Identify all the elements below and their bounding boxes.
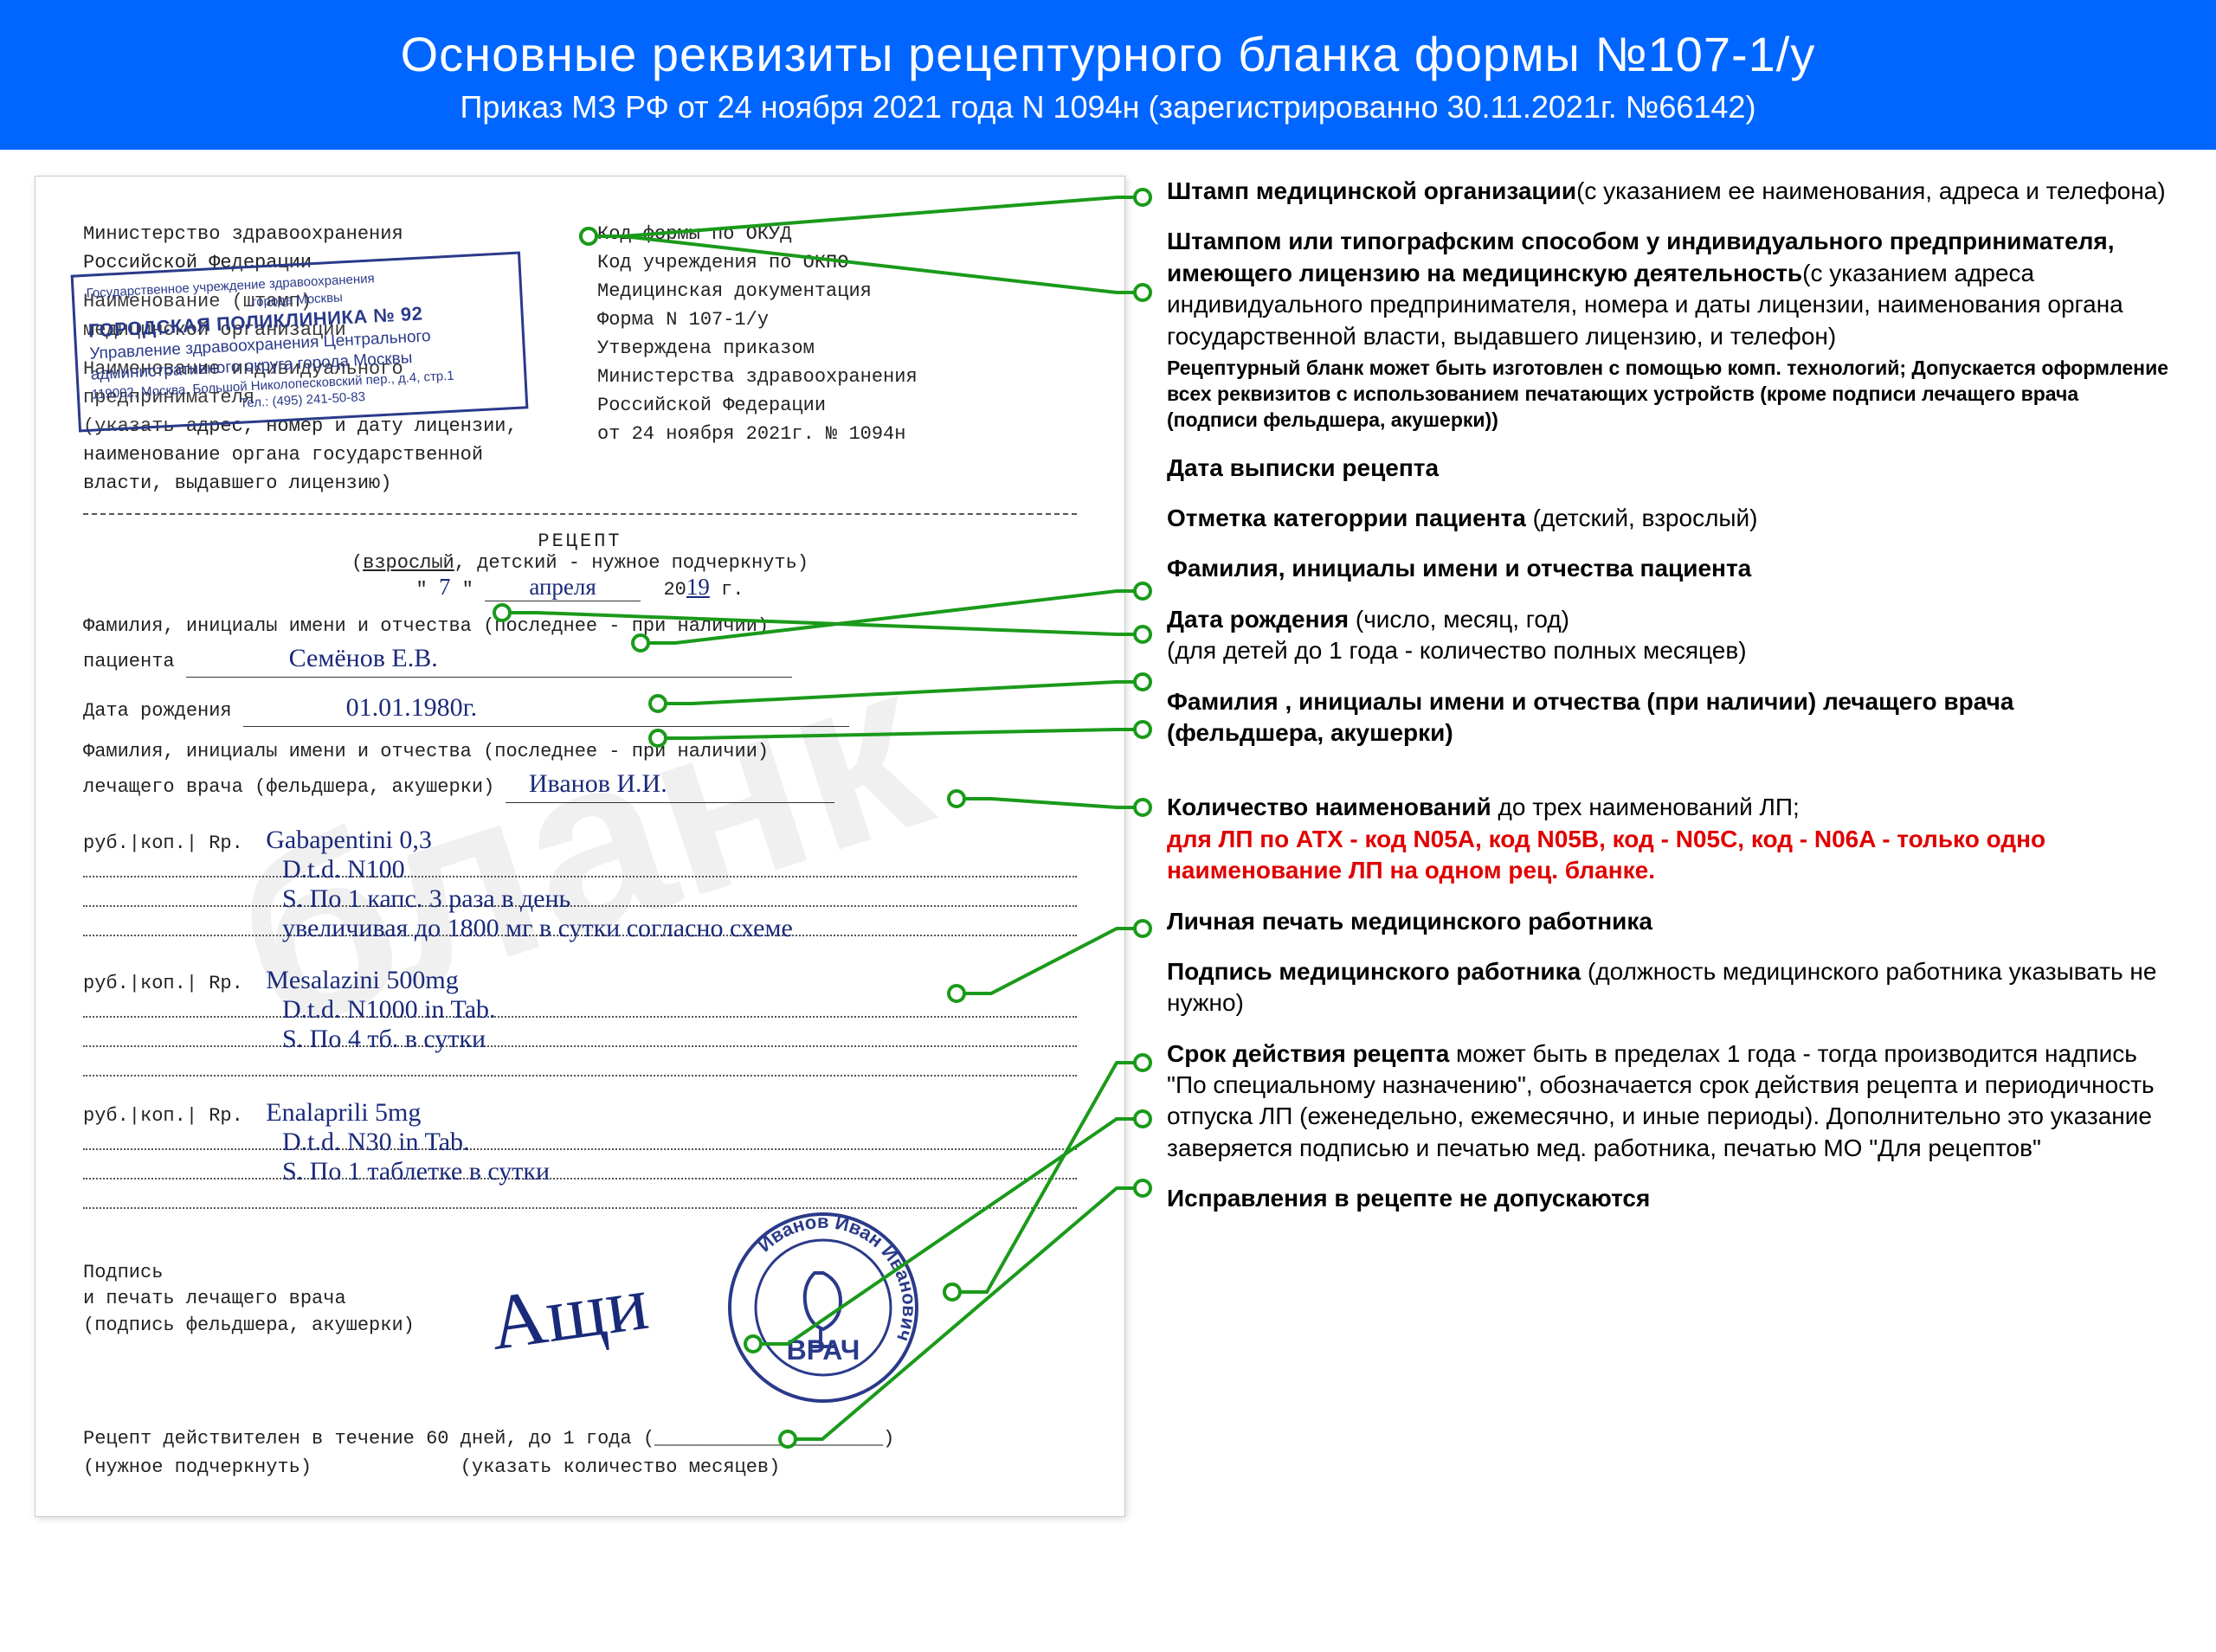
code-line: Утверждена приказом xyxy=(597,334,1077,363)
header: Основные реквизиты рецептурного бланка ф… xyxy=(0,0,2216,150)
explain-item: Отметка категоррии пациента (детский, вз… xyxy=(1160,503,2173,534)
signature-area: Подпись и печать лечащего врача (подпись… xyxy=(83,1243,1077,1416)
doctor-round-stamp: Иванов Иван Иванович ВРАЧ xyxy=(724,1208,923,1407)
svg-text:ВРАЧ: ВРАЧ xyxy=(787,1334,860,1366)
svg-text:Иванов Иван Иванович: Иванов Иван Иванович xyxy=(753,1211,920,1345)
explain-item: Фамилия , инициалы имени и отчества (при… xyxy=(1160,686,2173,749)
explain-item: Дата выписки рецепта xyxy=(1160,453,2173,484)
form-top-left: Министерство здравоохранения Российской … xyxy=(83,220,563,498)
explain-item: Исправления в рецепте не допускаются xyxy=(1160,1183,2173,1214)
form-wrap: бланк Министерство здравоохранения Росси… xyxy=(35,176,1125,1517)
explain-item: Срок действия рецепта может быть в преде… xyxy=(1160,1038,2173,1165)
dash-divider xyxy=(83,513,1077,515)
doctor-fio: Фамилия, инициалы имени и отчества (посл… xyxy=(83,739,1077,803)
code-line: Министерства здравоохранения xyxy=(597,363,1077,391)
rp-block-2: руб.|коп.| Rp. Mesalazini 500mg D.t.d. N… xyxy=(83,966,1077,1076)
explain-item: Количество наименований до трех наименов… xyxy=(1160,792,2173,886)
code-line: Код формы по ОКУД xyxy=(597,220,1077,248)
ministry-line1: Министерство здравоохранения xyxy=(83,220,563,248)
patient-fio: Фамилия, инициалы имени и отчества (посл… xyxy=(83,614,1077,678)
subtitle: Приказ МЗ РФ от 24 ноября 2021 года N 10… xyxy=(35,89,2181,125)
title: Основные реквизиты рецептурного бланка ф… xyxy=(35,26,2181,82)
prescription-form: бланк Министерство здравоохранения Росси… xyxy=(35,176,1125,1517)
rp-block-1: руб.|коп.| Rp. Gabapentini 0,3 D.t.d. N1… xyxy=(83,826,1077,943)
form-top: Министерство здравоохранения Российской … xyxy=(83,220,1077,498)
org-line: власти, выдавшего лицензию) xyxy=(83,469,563,498)
explain-item: Личная печать медицинского работника xyxy=(1160,906,2173,937)
code-line: Медицинская документация xyxy=(597,277,1077,305)
code-line: Российской Федерации xyxy=(597,391,1077,420)
explain-item: Штампом или типографским способом у инди… xyxy=(1160,226,2173,433)
explain-item: Фамилия, инициалы имени и отчества пацие… xyxy=(1160,553,2173,584)
explain-item: Подпись медицинского работника (должност… xyxy=(1160,956,2173,1019)
code-line: Форма N 107-1/у xyxy=(597,305,1077,334)
dob-row: Дата рождения 01.01.1980г. xyxy=(83,690,1077,727)
explain-item: Штамп медицинской организации(с указание… xyxy=(1160,176,2173,207)
code-line: Код учреждения по ОКПО xyxy=(597,248,1077,277)
recipe-heading: РЕЦЕПТ (взрослый, детский - нужное подче… xyxy=(83,530,1077,601)
rp-block-3: руб.|коп.| Rp. Enalaprili 5mg D.t.d. N30… xyxy=(83,1098,1077,1208)
validity: Рецепт действителен в течение 60 дней, д… xyxy=(83,1424,1077,1482)
org-line: наименование органа государственной xyxy=(83,440,563,469)
date-row: " 7 " апреля 2019 г. xyxy=(83,574,1077,601)
category-row: (взрослый, детский - нужное подчеркнуть) xyxy=(83,552,1077,574)
main: бланк Министерство здравоохранения Росси… xyxy=(0,150,2216,1543)
explain-item: Дата рождения (число, месяц, год)(для де… xyxy=(1160,604,2173,667)
doctor-signature: Aщи xyxy=(485,1257,654,1367)
form-top-right: Код формы по ОКУД Код учреждения по ОКПО… xyxy=(597,220,1077,498)
code-line: от 24 ноября 2021г. № 1094н xyxy=(597,420,1077,448)
org-stamp: Государственное учреждение здравоохранен… xyxy=(71,252,529,433)
explanations: Штамп медицинской организации(с указание… xyxy=(1160,176,2173,1517)
